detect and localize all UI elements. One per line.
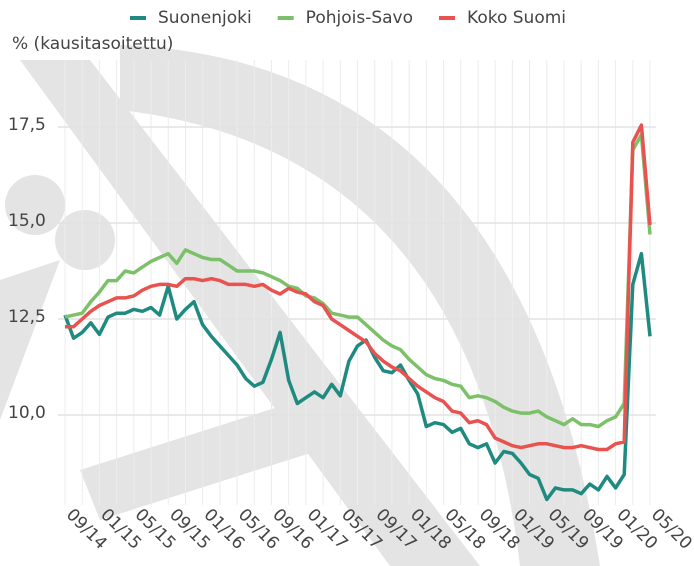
- y-axis-label: % (kausitasoitettu): [12, 34, 173, 54]
- series-line: [65, 123, 652, 452]
- legend-label: Pohjois-Savo: [306, 8, 413, 28]
- legend-label: Suonenjoki: [158, 8, 252, 28]
- y-tick-label: 15,0: [8, 211, 46, 231]
- grid: [58, 60, 656, 505]
- y-tick-label: 17,5: [8, 115, 46, 135]
- legend-label: Koko Suomi: [467, 8, 566, 28]
- y-tick-label: 10,0: [8, 403, 46, 423]
- series-line: [63, 251, 652, 502]
- series-line: [64, 132, 652, 429]
- watermark: [0, 45, 600, 566]
- y-tick-label: 12,5: [8, 307, 46, 327]
